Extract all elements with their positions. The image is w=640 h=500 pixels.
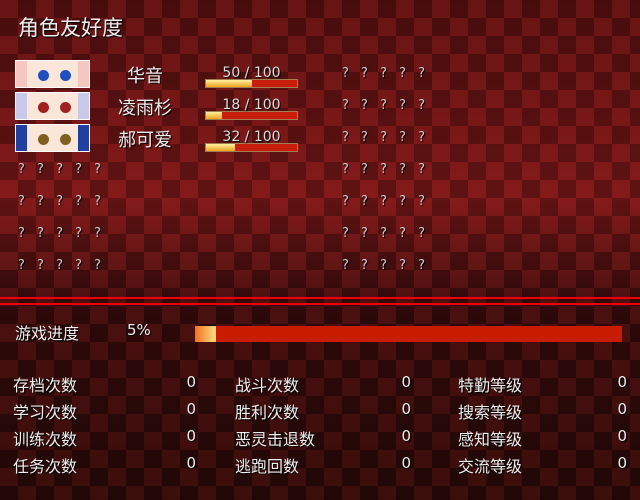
divider [0,303,640,305]
locked-character: ? ? ? ? ? [342,162,430,177]
stat-label: 训练次数 [13,430,78,449]
locked-character: ? ? ? ? ? [342,258,430,273]
character-name: 华音 [127,66,163,87]
stat-label: 存档次数 [13,376,78,395]
stat-value: 0 [186,454,196,472]
affection-fill [206,144,236,151]
divider [0,297,640,299]
stat-value: 0 [186,400,196,418]
progress-percent: 5% [127,321,151,339]
character-name: 郝可爱 [118,130,172,151]
affection-value: 32 / 100 [222,129,281,145]
character-name: 凌雨杉 [118,98,172,119]
locked-character: ? ? ? ? ? [18,226,106,241]
affection-value: 18 / 100 [222,97,281,113]
progress-bar [195,326,622,342]
stat-label: 任务次数 [13,457,78,476]
eye-icon [38,102,49,113]
progress-label: 游戏进度 [15,324,80,343]
stat-value: 0 [617,373,627,391]
locked-character: ? ? ? ? ? [342,226,430,241]
character-hint: ? ? ? ? ? [342,98,430,113]
character-hint: ? ? ? ? ? [342,66,430,81]
stat-value: 0 [617,427,627,445]
affection-fill [206,80,252,87]
stat-label: 交流等级 [458,457,523,476]
stat-label: 特勤等级 [458,376,523,395]
stat-value: 0 [401,400,411,418]
eye-icon [38,70,49,81]
stat-value: 0 [186,427,196,445]
character-hint: ? ? ? ? ? [342,130,430,145]
stat-label: 搜索等级 [458,403,523,422]
locked-character: ? ? ? ? ? [18,194,106,209]
stat-label: 战斗次数 [235,376,300,395]
stat-label: 逃跑回数 [235,457,300,476]
eye-icon [60,102,71,113]
stat-label: 恶灵击退数 [235,430,316,449]
affection-value: 50 / 100 [222,65,281,81]
progress-fill [195,326,217,342]
affection-bar [205,79,298,88]
affection-fill [206,112,223,119]
locked-character: ? ? ? ? ? [18,258,106,273]
stat-label: 感知等级 [458,430,523,449]
character-portrait [15,60,90,88]
affection-bar [205,143,298,152]
stat-label: 胜利次数 [235,403,300,422]
character-portrait [15,124,90,152]
stat-value: 0 [617,400,627,418]
eye-icon [38,134,49,145]
affection-bar [205,111,298,120]
page-title: 角色友好度 [18,16,123,40]
locked-character: ? ? ? ? ? [342,194,430,209]
eye-icon [60,134,71,145]
eye-icon [60,70,71,81]
character-portrait [15,92,90,120]
locked-character: ? ? ? ? ? [18,162,106,177]
stat-label: 学习次数 [13,403,78,422]
stat-value: 0 [186,373,196,391]
stat-value: 0 [401,454,411,472]
stat-value: 0 [401,373,411,391]
stat-value: 0 [401,427,411,445]
stat-value: 0 [617,454,627,472]
